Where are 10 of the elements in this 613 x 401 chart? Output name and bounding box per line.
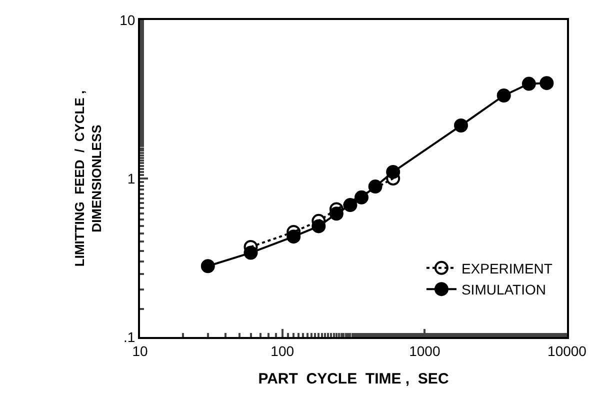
y-axis-title: LIMITTING FEED / CYCLE , DIMENSIONLESS bbox=[72, 90, 104, 267]
x-tick-label: 1000 bbox=[409, 342, 440, 359]
legend-label: EXPERIMENT bbox=[461, 260, 553, 276]
y-tick-label: 1 bbox=[127, 170, 136, 186]
x-axis-title: PART CYCLE TIME , SEC bbox=[258, 370, 449, 388]
x-tick-label: 10000 bbox=[548, 342, 587, 359]
x-tick-label: 100 bbox=[270, 342, 294, 359]
y-tick-label: 10 bbox=[120, 12, 136, 28]
legend-label: SIMULATION bbox=[461, 282, 546, 298]
y-tick-label: .1 bbox=[124, 328, 136, 345]
